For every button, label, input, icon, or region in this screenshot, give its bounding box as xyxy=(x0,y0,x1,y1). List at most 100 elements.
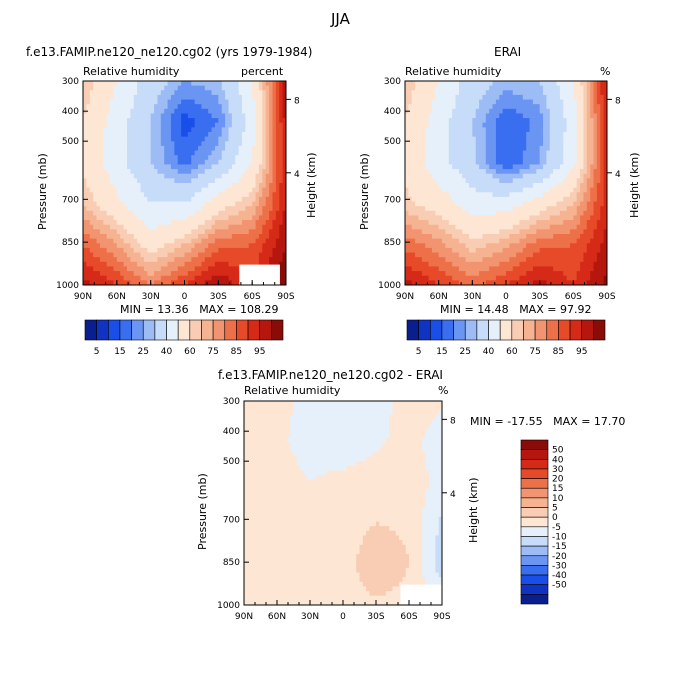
panel-obs-cell xyxy=(576,243,581,249)
panel-obs-cell xyxy=(596,173,601,179)
panel-model-cell xyxy=(89,159,94,165)
panel-obs-cell xyxy=(408,150,413,156)
panel-obs-cell xyxy=(452,243,456,249)
panel-model-cell xyxy=(255,113,260,119)
panel-obs-cell xyxy=(600,155,605,161)
panel-model-y2tick-label: 8 xyxy=(294,96,300,106)
panel-model-cell xyxy=(235,220,240,226)
panel-obs-cell xyxy=(482,243,487,249)
panel-model-right-label: percent xyxy=(241,65,284,78)
panel-model-cell xyxy=(110,118,114,124)
panel-model-cell xyxy=(120,150,124,156)
panel-obs-cell xyxy=(590,169,594,175)
panel-model-cell xyxy=(272,132,277,138)
panel-obs-cell xyxy=(485,229,490,235)
panel-obs-cell xyxy=(492,99,497,105)
panel-model-cell xyxy=(282,275,287,281)
panel-model-cell xyxy=(93,252,97,258)
panel-obs-cell xyxy=(546,169,551,175)
panel-obs-cell xyxy=(468,159,473,165)
panel-model-cell xyxy=(248,159,253,165)
panel-obs-cell xyxy=(442,99,446,105)
panel-obs-cell xyxy=(596,183,601,189)
panel-obs-cell xyxy=(458,192,463,198)
panel-model-cell xyxy=(147,220,152,226)
panel-obs-cell xyxy=(492,183,497,189)
panel-obs-cell xyxy=(593,229,598,235)
panel-obs-cell xyxy=(479,192,483,198)
panel-model-cell xyxy=(228,108,233,114)
panel-model-cell xyxy=(275,155,280,161)
panel-model-cell xyxy=(167,275,172,281)
panel-obs-cell xyxy=(506,150,510,156)
panel-obs-cell xyxy=(583,243,588,249)
panel-model-cell xyxy=(103,150,108,156)
panel-model-cell xyxy=(143,81,148,87)
panel-obs-cell xyxy=(428,220,433,226)
panel-obs-cell xyxy=(532,141,537,147)
panel-model-cell xyxy=(140,201,145,207)
panel-model-cell xyxy=(258,145,263,151)
panel-model-cell xyxy=(133,271,138,277)
panel-model-cell xyxy=(103,99,108,105)
panel-model-cell xyxy=(133,206,138,212)
panel-model-cell xyxy=(164,257,168,263)
panel-model-cell xyxy=(147,155,152,161)
panel-obs-cell xyxy=(411,159,416,165)
panel-obs-cell xyxy=(468,94,473,100)
panel-obs-cell xyxy=(408,108,413,114)
panel-obs-cell xyxy=(603,99,608,105)
panel-obs-cell xyxy=(576,252,581,258)
panel-obs-cell xyxy=(418,155,423,161)
panel-model-cell xyxy=(252,252,256,258)
panel-model-cell xyxy=(282,169,287,175)
panel-obs-cell xyxy=(559,169,564,175)
panel-obs-cell xyxy=(431,141,436,147)
panel-obs-cell xyxy=(489,132,493,138)
panel-model-cell xyxy=(258,173,263,179)
panel-obs-cell xyxy=(529,206,534,212)
panel-obs-cell xyxy=(516,238,520,244)
panel-model-cell xyxy=(86,257,91,263)
panel-model-cell xyxy=(225,210,229,216)
panel-model-cell xyxy=(99,229,104,235)
panel-model-cell xyxy=(106,224,111,230)
panel-obs-cell xyxy=(603,201,608,207)
panel-model-cell xyxy=(279,132,284,138)
panel-model-cell xyxy=(154,85,158,91)
panel-obs-cell xyxy=(519,234,524,240)
panel-model-cell xyxy=(225,122,229,128)
panel-model-cell xyxy=(208,280,212,286)
panel-obs-cell xyxy=(425,187,429,193)
panel-model-cell xyxy=(86,90,91,96)
panel-model-cell xyxy=(157,187,162,193)
panel-model-cell xyxy=(252,108,256,114)
panel-model-cell xyxy=(130,196,135,202)
panel-obs-cell xyxy=(411,122,416,128)
panel-model-cell xyxy=(242,85,246,91)
panel-model-cell xyxy=(96,234,101,240)
panel-model-cell xyxy=(252,234,256,240)
panel-model-cell xyxy=(187,164,192,170)
panel-model-cell xyxy=(177,280,182,286)
panel-model-cell xyxy=(265,99,270,105)
panel-obs-cell xyxy=(569,99,574,105)
panel-model-cell xyxy=(228,113,233,119)
panel-model-cell xyxy=(150,169,155,175)
panel-obs-cell xyxy=(425,234,429,240)
panel-model-cell xyxy=(160,85,165,91)
panel-model-cell xyxy=(96,266,101,272)
panel-model-cell xyxy=(157,220,162,226)
panel-model-cell xyxy=(225,234,229,240)
panel-obs-cell xyxy=(462,187,466,193)
panel-obs-cell xyxy=(566,81,571,87)
panel-obs-cell xyxy=(482,85,487,91)
panel-model-cell xyxy=(208,90,212,96)
panel-obs-cell xyxy=(583,252,588,258)
panel-model-cell xyxy=(157,173,162,179)
panel-obs-cell xyxy=(586,252,591,258)
panel-obs-cell xyxy=(435,108,440,114)
panel-obs-cell xyxy=(556,155,561,161)
panel-model-cell xyxy=(218,220,223,226)
panel-obs-cell xyxy=(526,201,530,207)
